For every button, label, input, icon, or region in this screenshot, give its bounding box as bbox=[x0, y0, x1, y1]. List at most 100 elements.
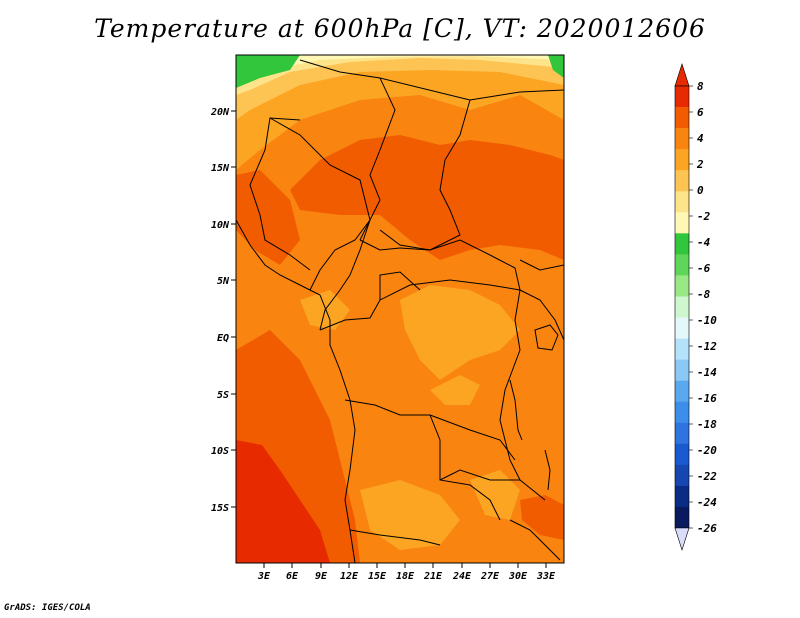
colorbar-swatch bbox=[675, 317, 689, 339]
border-sudan bbox=[469, 89, 564, 101]
chart-title: Temperature at 600hPa [C], VT: 202001260… bbox=[94, 14, 706, 43]
lon-label: 30E bbox=[508, 571, 528, 582]
lon-label: 27E bbox=[480, 571, 500, 582]
colorbar-swatch bbox=[675, 401, 689, 424]
lat-tick-15s: 15S bbox=[211, 503, 236, 514]
lon-tick-30e: 30E bbox=[508, 563, 528, 582]
lon-axis: 3E 6E 9E 12E 15E 18E 21E 24E 27E 30E 33E bbox=[257, 563, 556, 582]
colorbar-label: 8 bbox=[697, 80, 704, 93]
colorbar-label: 0 bbox=[697, 184, 704, 197]
green-patch-nw bbox=[236, 55, 300, 88]
colorbar-label: -6 bbox=[697, 262, 711, 275]
lat-tick-10n: 10N bbox=[211, 220, 236, 231]
border-cameroon bbox=[319, 219, 371, 331]
colorbar-label: -8 bbox=[697, 288, 711, 301]
north-band-0 bbox=[236, 55, 564, 120]
south-cool-2 bbox=[470, 470, 520, 520]
colorbar-swatch bbox=[675, 506, 689, 529]
temperature-field bbox=[236, 55, 564, 563]
se-hot-patch bbox=[520, 495, 564, 540]
lake-tanganyika bbox=[509, 379, 523, 441]
border-drc-north bbox=[379, 279, 521, 301]
lon-label: 24E bbox=[452, 571, 472, 582]
colorbar-swatch bbox=[675, 296, 689, 318]
lon-tick-12e: 12E bbox=[340, 563, 359, 582]
border-zambia bbox=[439, 469, 546, 501]
colorbar-swatch bbox=[675, 380, 689, 403]
border-drc-south bbox=[429, 414, 516, 461]
green-patch-ne bbox=[548, 55, 564, 78]
colorbar-swatch bbox=[675, 212, 689, 234]
border-drc-east bbox=[499, 289, 521, 481]
nw-warm-tongue bbox=[236, 170, 300, 265]
colorbar-swatch bbox=[675, 422, 689, 445]
south-cool-1 bbox=[360, 480, 460, 550]
colorbar-bottom-arrow bbox=[674, 527, 690, 551]
lon-tick-18e: 18E bbox=[396, 563, 415, 582]
lon-label: 21E bbox=[423, 571, 443, 582]
colorbar-swatch bbox=[675, 107, 689, 129]
lon-tick-3e: 3E bbox=[257, 563, 271, 582]
border-west bbox=[249, 117, 311, 271]
colorbar-swatch bbox=[675, 233, 689, 255]
lon-tick-9e: 9E bbox=[315, 563, 328, 582]
border-car bbox=[359, 239, 521, 291]
lon-tick-24e: 24E bbox=[452, 563, 472, 582]
lake-malawi bbox=[544, 449, 551, 491]
colorbar-top-arrow bbox=[674, 63, 690, 87]
lat-label: 15S bbox=[211, 503, 229, 514]
colorbar-label: 2 bbox=[696, 158, 704, 171]
lon-label: 18E bbox=[396, 571, 415, 582]
colorbar-swatch bbox=[675, 338, 689, 360]
colorbar-label: -2 bbox=[697, 210, 711, 223]
colorbar-swatch bbox=[675, 275, 689, 297]
lat-label: 10S bbox=[211, 446, 229, 457]
colorbar-label: -14 bbox=[697, 366, 717, 379]
colorbar-label: -26 bbox=[697, 522, 717, 535]
lon-tick-15e: 15E bbox=[368, 563, 387, 582]
border-coast bbox=[236, 219, 356, 563]
lon-tick-21e: 21E bbox=[423, 563, 443, 582]
lon-label: 33E bbox=[536, 571, 556, 582]
colorbar-label: -12 bbox=[697, 340, 717, 353]
colorbar-label: -4 bbox=[697, 236, 711, 249]
hot-southwest bbox=[236, 440, 330, 563]
lat-label: 10N bbox=[211, 220, 230, 231]
border-north bbox=[299, 59, 396, 241]
lon-tick-33e: 33E bbox=[536, 563, 556, 582]
colorbar-label: -16 bbox=[697, 392, 717, 405]
border-se bbox=[509, 519, 561, 561]
colorbar-swatch bbox=[675, 191, 689, 213]
lake-victoria bbox=[534, 324, 559, 351]
congo-cool-2 bbox=[430, 375, 480, 405]
lat-tick-20n: 20N bbox=[210, 107, 236, 118]
lat-label: 5N bbox=[217, 276, 230, 287]
colorbar-swatch bbox=[675, 443, 689, 466]
lon-label: 15E bbox=[368, 571, 387, 582]
lat-tick-5n: 5N bbox=[217, 276, 236, 287]
grads-credit: GrADS: IGES/COLA bbox=[4, 603, 91, 613]
colorbar-label: -22 bbox=[697, 470, 717, 483]
colorbar-label: -24 bbox=[697, 496, 717, 509]
colorbar-label: 4 bbox=[697, 132, 704, 145]
border-east bbox=[519, 289, 564, 341]
lat-tick-10s: 10S bbox=[211, 446, 236, 457]
lat-label: EQ bbox=[217, 333, 229, 344]
lat-tick-15n: 15N bbox=[211, 163, 236, 174]
colorbar-swatch bbox=[675, 86, 689, 108]
sahel-hot-core bbox=[290, 135, 564, 260]
lon-label: 12E bbox=[340, 571, 359, 582]
lon-label: 3E bbox=[257, 571, 271, 582]
border-east-2 bbox=[519, 259, 564, 271]
colorbar-swatch bbox=[675, 359, 689, 381]
colorbar-swatch bbox=[675, 149, 689, 171]
lon-label: 9E bbox=[315, 571, 328, 582]
lat-tick-5s: 5S bbox=[217, 390, 236, 401]
lon-label: 6E bbox=[286, 571, 299, 582]
border-chad bbox=[379, 77, 471, 251]
lon-tick-6e: 6E bbox=[286, 563, 299, 582]
lat-axis: 20N 15N 10N 5N EQ 5S 10S 15S bbox=[210, 107, 236, 514]
north-band-2 bbox=[236, 55, 564, 170]
colorbar: 8 6 4 2 0 -2 -4 -6 -8 -10 -12 -14 -16 -18 -20 -22 -24 -26 bbox=[674, 63, 717, 551]
